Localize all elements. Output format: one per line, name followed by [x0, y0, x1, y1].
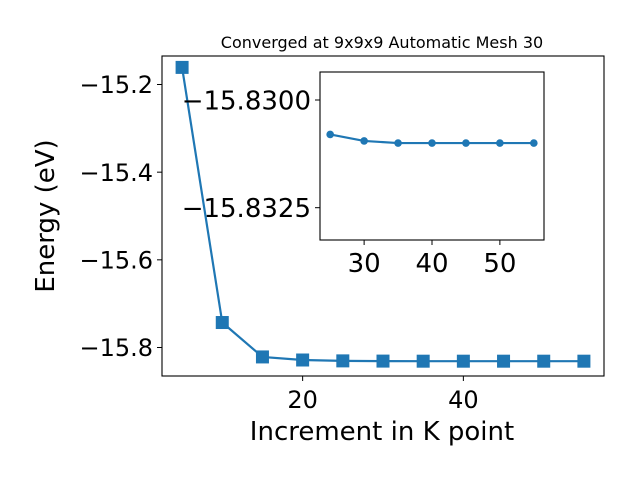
- main-x-tick-label: 40: [448, 386, 479, 414]
- main-data-point: [456, 354, 470, 368]
- inset-data-point: [462, 139, 470, 147]
- inset-data-point: [326, 130, 334, 139]
- main-x-tick-label: 20: [287, 386, 318, 414]
- inset-plot: 30 40 50 −15.8325 −15.8300: [182, 71, 545, 279]
- inset-x-tick-label: 30: [348, 249, 381, 279]
- main-data-point: [255, 350, 269, 364]
- inset-x-tick-label: 50: [483, 249, 516, 279]
- inset-data-point: [496, 139, 504, 147]
- main-frame: [161, 55, 605, 377]
- main-data-point: [296, 353, 310, 367]
- main-y-tick-label: −15.8: [79, 334, 153, 362]
- main-data-point: [336, 354, 350, 368]
- chart-title: Converged at 9x9x9 Automatic Mesh 30: [221, 33, 543, 52]
- main-data-point: [416, 354, 430, 368]
- main-data-point: [175, 60, 189, 74]
- x-axis-label: Increment in K point: [250, 417, 514, 447]
- main-data-point: [376, 354, 390, 368]
- inset-frame: [319, 71, 545, 241]
- inset-y-tick-label: −15.8325: [182, 194, 311, 224]
- main-y-tick-label: −15.2: [79, 71, 153, 99]
- main-y-tick-label: −15.4: [79, 159, 153, 187]
- inset-x-tick-label: 40: [415, 249, 448, 279]
- inset-data-point: [360, 137, 368, 145]
- main-data-point: [215, 316, 229, 330]
- y-axis-label: Energy (eV): [31, 139, 61, 292]
- main-data-point: [577, 354, 591, 368]
- main-data-point: [497, 354, 511, 368]
- inset-data-point: [530, 139, 538, 147]
- inset-data-point: [428, 139, 436, 147]
- inset-data-point: [394, 139, 402, 147]
- main-plot: 20 40 −15.2 −15.4 −15.6 −15.8: [79, 55, 605, 414]
- main-y-tick-label: −15.6: [79, 246, 153, 274]
- main-data-point: [537, 354, 551, 368]
- inset-y-tick-label: −15.8300: [182, 86, 311, 116]
